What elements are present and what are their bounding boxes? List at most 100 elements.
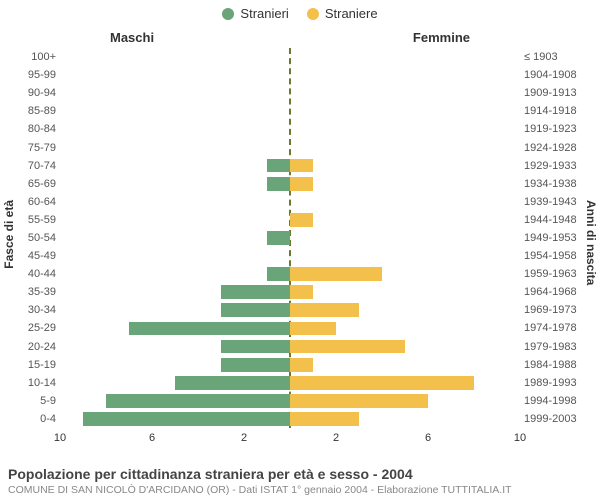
bar-female bbox=[290, 394, 428, 408]
side-title-female: Femmine bbox=[413, 30, 470, 45]
cohort-label: 1964-1968 bbox=[524, 286, 598, 298]
pyramid-row: 35-391964-1968 bbox=[60, 283, 520, 301]
bar-female bbox=[290, 412, 359, 426]
cohort-label: 1954-1958 bbox=[524, 250, 598, 262]
x-tick: 6 bbox=[425, 432, 431, 444]
pyramid-row: 5-91994-1998 bbox=[60, 392, 520, 410]
female-half bbox=[290, 120, 520, 138]
x-tick: 2 bbox=[241, 432, 247, 444]
cohort-label: 1939-1943 bbox=[524, 196, 598, 208]
age-label: 25-29 bbox=[2, 322, 56, 334]
female-half bbox=[290, 66, 520, 84]
x-tick: 10 bbox=[514, 432, 526, 444]
age-label: 55-59 bbox=[2, 214, 56, 226]
female-half bbox=[290, 338, 520, 356]
plot-area: 100+≤ 190395-991904-190890-941909-191385… bbox=[60, 48, 520, 428]
cohort-label: 1914-1918 bbox=[524, 105, 598, 117]
bar-male bbox=[129, 322, 290, 336]
pyramid-row: 30-341969-1973 bbox=[60, 301, 520, 319]
bar-female bbox=[290, 340, 405, 354]
x-axis: 10622610 bbox=[60, 432, 520, 446]
female-half bbox=[290, 319, 520, 337]
male-half bbox=[60, 374, 290, 392]
age-label: 65-69 bbox=[2, 178, 56, 190]
cohort-label: 1969-1973 bbox=[524, 304, 598, 316]
pyramid-row: 100+≤ 1903 bbox=[60, 48, 520, 66]
pyramid-row: 10-141989-1993 bbox=[60, 374, 520, 392]
legend-item-male: Stranieri bbox=[222, 6, 288, 21]
male-half bbox=[60, 338, 290, 356]
male-half bbox=[60, 410, 290, 428]
bar-female bbox=[290, 213, 313, 227]
pyramid-row: 0-41999-2003 bbox=[60, 410, 520, 428]
cohort-label: ≤ 1903 bbox=[524, 51, 598, 63]
age-label: 45-49 bbox=[2, 250, 56, 262]
legend-label-male: Stranieri bbox=[240, 6, 288, 21]
male-half bbox=[60, 157, 290, 175]
bar-male bbox=[221, 358, 290, 372]
cohort-label: 1904-1908 bbox=[524, 69, 598, 81]
female-half bbox=[290, 374, 520, 392]
side-title-male: Maschi bbox=[110, 30, 154, 45]
male-half bbox=[60, 211, 290, 229]
pyramid-row: 75-791924-1928 bbox=[60, 138, 520, 156]
age-label: 75-79 bbox=[2, 142, 56, 154]
male-half bbox=[60, 229, 290, 247]
pyramid-row: 90-941909-1913 bbox=[60, 84, 520, 102]
bar-female bbox=[290, 303, 359, 317]
male-half bbox=[60, 356, 290, 374]
cohort-label: 1934-1938 bbox=[524, 178, 598, 190]
pyramid-row: 85-891914-1918 bbox=[60, 102, 520, 120]
age-label: 60-64 bbox=[2, 196, 56, 208]
age-label: 30-34 bbox=[2, 304, 56, 316]
male-half bbox=[60, 193, 290, 211]
female-half bbox=[290, 392, 520, 410]
pyramid-row: 15-191984-1988 bbox=[60, 356, 520, 374]
x-tick: 2 bbox=[333, 432, 339, 444]
female-half bbox=[290, 175, 520, 193]
bar-male bbox=[267, 177, 290, 191]
legend-dot-male bbox=[222, 8, 234, 20]
bar-male bbox=[83, 412, 290, 426]
bar-female bbox=[290, 376, 474, 390]
bar-female bbox=[290, 159, 313, 173]
cohort-label: 1949-1953 bbox=[524, 232, 598, 244]
male-half bbox=[60, 319, 290, 337]
cohort-label: 1999-2003 bbox=[524, 413, 598, 425]
age-label: 100+ bbox=[2, 51, 56, 63]
pyramid-row: 45-491954-1958 bbox=[60, 247, 520, 265]
cohort-label: 1959-1963 bbox=[524, 268, 598, 280]
age-label: 20-24 bbox=[2, 341, 56, 353]
male-half bbox=[60, 301, 290, 319]
cohort-label: 1979-1983 bbox=[524, 341, 598, 353]
female-half bbox=[290, 283, 520, 301]
female-half bbox=[290, 265, 520, 283]
bar-male bbox=[221, 340, 290, 354]
x-tick: 10 bbox=[54, 432, 66, 444]
age-label: 80-84 bbox=[2, 123, 56, 135]
male-half bbox=[60, 66, 290, 84]
bar-male bbox=[175, 376, 290, 390]
pyramid-row: 40-441959-1963 bbox=[60, 265, 520, 283]
pyramid-row: 65-691934-1938 bbox=[60, 175, 520, 193]
legend-label-female: Straniere bbox=[325, 6, 378, 21]
footer-subtitle: COMUNE DI SAN NICOLÒ D'ARCIDANO (OR) - D… bbox=[8, 484, 592, 496]
legend-dot-female bbox=[307, 8, 319, 20]
age-label: 50-54 bbox=[2, 232, 56, 244]
male-half bbox=[60, 84, 290, 102]
age-label: 85-89 bbox=[2, 105, 56, 117]
female-half bbox=[290, 193, 520, 211]
pyramid-row: 60-641939-1943 bbox=[60, 193, 520, 211]
cohort-label: 1989-1993 bbox=[524, 377, 598, 389]
pyramid-row: 50-541949-1953 bbox=[60, 229, 520, 247]
male-half bbox=[60, 283, 290, 301]
female-half bbox=[290, 410, 520, 428]
cohort-label: 1919-1923 bbox=[524, 123, 598, 135]
male-half bbox=[60, 48, 290, 66]
male-half bbox=[60, 392, 290, 410]
population-pyramid: Stranieri Straniere Maschi Femmine Fasce… bbox=[0, 0, 600, 500]
bar-male bbox=[221, 303, 290, 317]
cohort-label: 1944-1948 bbox=[524, 214, 598, 226]
age-label: 95-99 bbox=[2, 69, 56, 81]
female-half bbox=[290, 157, 520, 175]
